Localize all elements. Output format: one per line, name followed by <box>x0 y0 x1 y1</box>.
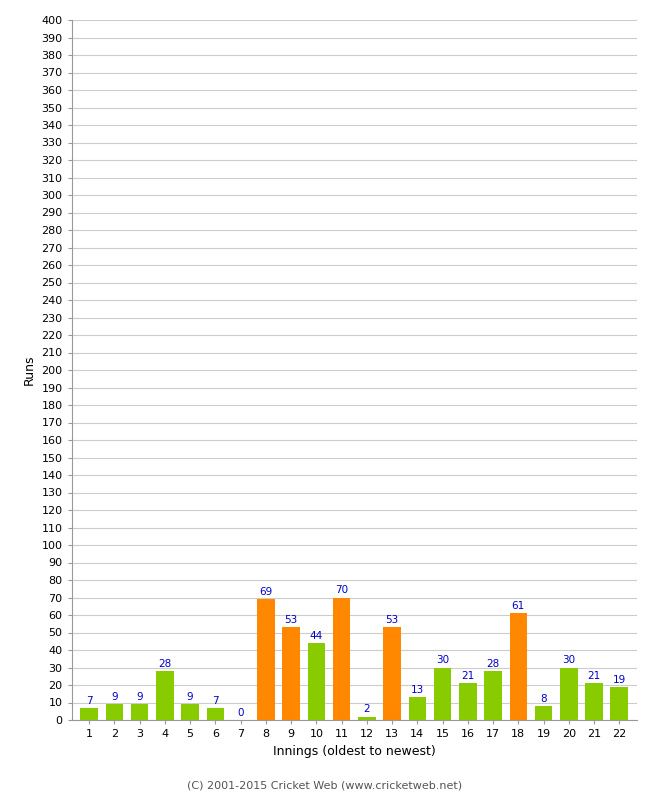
Bar <box>535 706 552 720</box>
Text: 9: 9 <box>187 692 194 702</box>
Text: 28: 28 <box>159 659 172 669</box>
Text: 44: 44 <box>310 631 323 641</box>
Text: 2: 2 <box>363 705 370 714</box>
Text: 9: 9 <box>111 692 118 702</box>
Bar <box>181 704 199 720</box>
Bar <box>409 698 426 720</box>
Bar <box>585 683 603 720</box>
Bar <box>434 667 452 720</box>
Bar <box>358 717 376 720</box>
X-axis label: Innings (oldest to newest): Innings (oldest to newest) <box>273 745 436 758</box>
Bar <box>105 704 124 720</box>
Text: 7: 7 <box>86 696 92 706</box>
Bar <box>610 686 628 720</box>
Text: 61: 61 <box>512 601 525 611</box>
Bar <box>510 614 527 720</box>
Bar <box>156 671 174 720</box>
Text: 69: 69 <box>259 587 272 597</box>
Bar <box>459 683 476 720</box>
Text: 70: 70 <box>335 586 348 595</box>
Text: 7: 7 <box>212 696 218 706</box>
Text: 53: 53 <box>285 615 298 625</box>
Text: 0: 0 <box>237 708 244 718</box>
Bar <box>384 627 401 720</box>
Bar <box>81 708 98 720</box>
Y-axis label: Runs: Runs <box>23 354 36 386</box>
Bar <box>333 598 350 720</box>
Text: 30: 30 <box>562 655 575 666</box>
Text: 53: 53 <box>385 615 398 625</box>
Text: 19: 19 <box>613 674 626 685</box>
Text: 21: 21 <box>462 671 474 681</box>
Bar <box>307 643 325 720</box>
Text: (C) 2001-2015 Cricket Web (www.cricketweb.net): (C) 2001-2015 Cricket Web (www.cricketwe… <box>187 781 463 790</box>
Text: 21: 21 <box>588 671 601 681</box>
Bar <box>560 667 578 720</box>
Text: 30: 30 <box>436 655 449 666</box>
Bar <box>484 671 502 720</box>
Bar <box>207 708 224 720</box>
Bar <box>257 599 275 720</box>
Text: 9: 9 <box>136 692 143 702</box>
Text: 28: 28 <box>486 659 500 669</box>
Bar <box>131 704 148 720</box>
Bar <box>282 627 300 720</box>
Text: 13: 13 <box>411 685 424 695</box>
Text: 8: 8 <box>540 694 547 704</box>
